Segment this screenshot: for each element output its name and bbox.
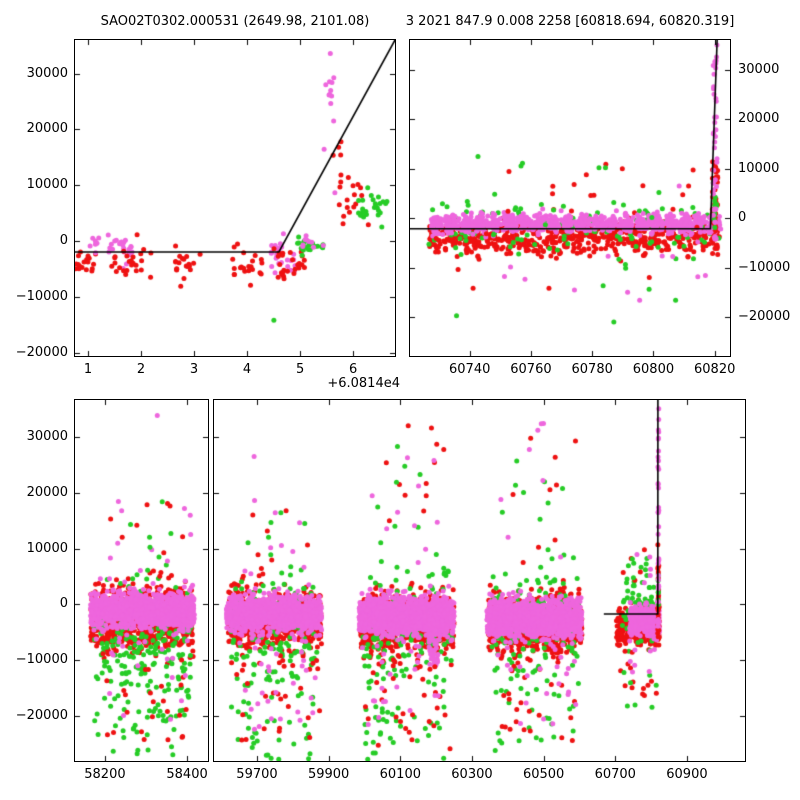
y-tick-label-top-right: −20000 [738, 309, 791, 325]
axes-top-left [74, 39, 396, 357]
y-tick-label-bottom-left-segment: 10000 [26, 540, 68, 556]
axes-top-right [409, 39, 731, 357]
y-tick-label-top-right: −10000 [738, 259, 791, 275]
x-tick-label-bottom-right-segment: 60300 [451, 767, 493, 782]
y-tick-label-top-right: 30000 [738, 61, 780, 77]
y-tick-label-bottom-left-segment: 0 [59, 596, 68, 612]
y-tick-label-bottom-left-segment: 30000 [26, 429, 68, 445]
x-tick-label-top-left: 4 [242, 362, 252, 377]
x-axis-offset-label: +6.0814e4 [327, 376, 400, 391]
y-tick-label-top-left: 10000 [26, 177, 68, 193]
panel-title-top-right: 3 2021 847.9 0.008 2258 [60818.694, 6082… [405, 14, 735, 29]
axes-bottom-left-segment [74, 399, 209, 762]
x-tick-label-bottom-right-segment: 60500 [522, 767, 565, 782]
y-tick-label-bottom-left-segment: −20000 [15, 707, 68, 723]
x-tick-label-top-right: 60800 [632, 362, 675, 377]
y-tick-label-top-right: 0 [738, 210, 747, 226]
y-tick-label-top-right: 20000 [738, 111, 780, 127]
x-tick-label-bottom-right-segment: 59900 [307, 767, 350, 782]
scatter-canvas-bottom-right-segment [214, 400, 745, 761]
y-tick-label-top-left: 20000 [26, 121, 68, 137]
x-tick-label-bottom-right-segment: 59700 [236, 767, 278, 782]
x-tick-label-top-right: 60740 [449, 362, 491, 377]
y-tick-label-top-right: 10000 [738, 160, 780, 176]
x-tick-label-bottom-right-segment: 60700 [594, 767, 636, 782]
x-tick-label-top-right: 60820 [694, 362, 736, 377]
y-tick-label-top-left: 0 [59, 233, 68, 249]
x-tick-label-top-left: 5 [295, 362, 305, 377]
scatter-canvas-top-right [410, 40, 730, 356]
panel-title-top-left: SAO02T0302.000531 (2649.98, 2101.08) [100, 14, 370, 29]
x-tick-label-top-right: 60780 [571, 362, 613, 377]
x-tick-label-bottom-right-segment: 60900 [666, 767, 708, 782]
scatter-canvas-bottom-left-segment [75, 400, 208, 761]
x-tick-label-bottom-right-segment: 60100 [379, 767, 421, 782]
y-tick-label-top-left: −10000 [15, 289, 68, 305]
x-tick-label-bottom-left-segment: 58400 [166, 767, 208, 782]
y-tick-label-bottom-left-segment: 20000 [26, 485, 68, 501]
x-tick-label-bottom-left-segment: 58200 [84, 767, 126, 782]
axes-bottom-right-segment [213, 399, 746, 762]
x-tick-label-top-left: 1 [83, 362, 93, 377]
x-tick-label-top-left: 2 [136, 362, 146, 377]
y-tick-label-bottom-left-segment: −10000 [15, 652, 68, 668]
y-tick-label-top-left: −20000 [15, 345, 68, 361]
x-tick-label-top-left: 3 [189, 362, 199, 377]
y-tick-label-top-left: 30000 [26, 65, 68, 81]
scatter-canvas-top-left [75, 40, 395, 356]
x-tick-label-top-left: 6 [348, 362, 358, 377]
x-tick-label-top-right: 60760 [510, 362, 552, 377]
